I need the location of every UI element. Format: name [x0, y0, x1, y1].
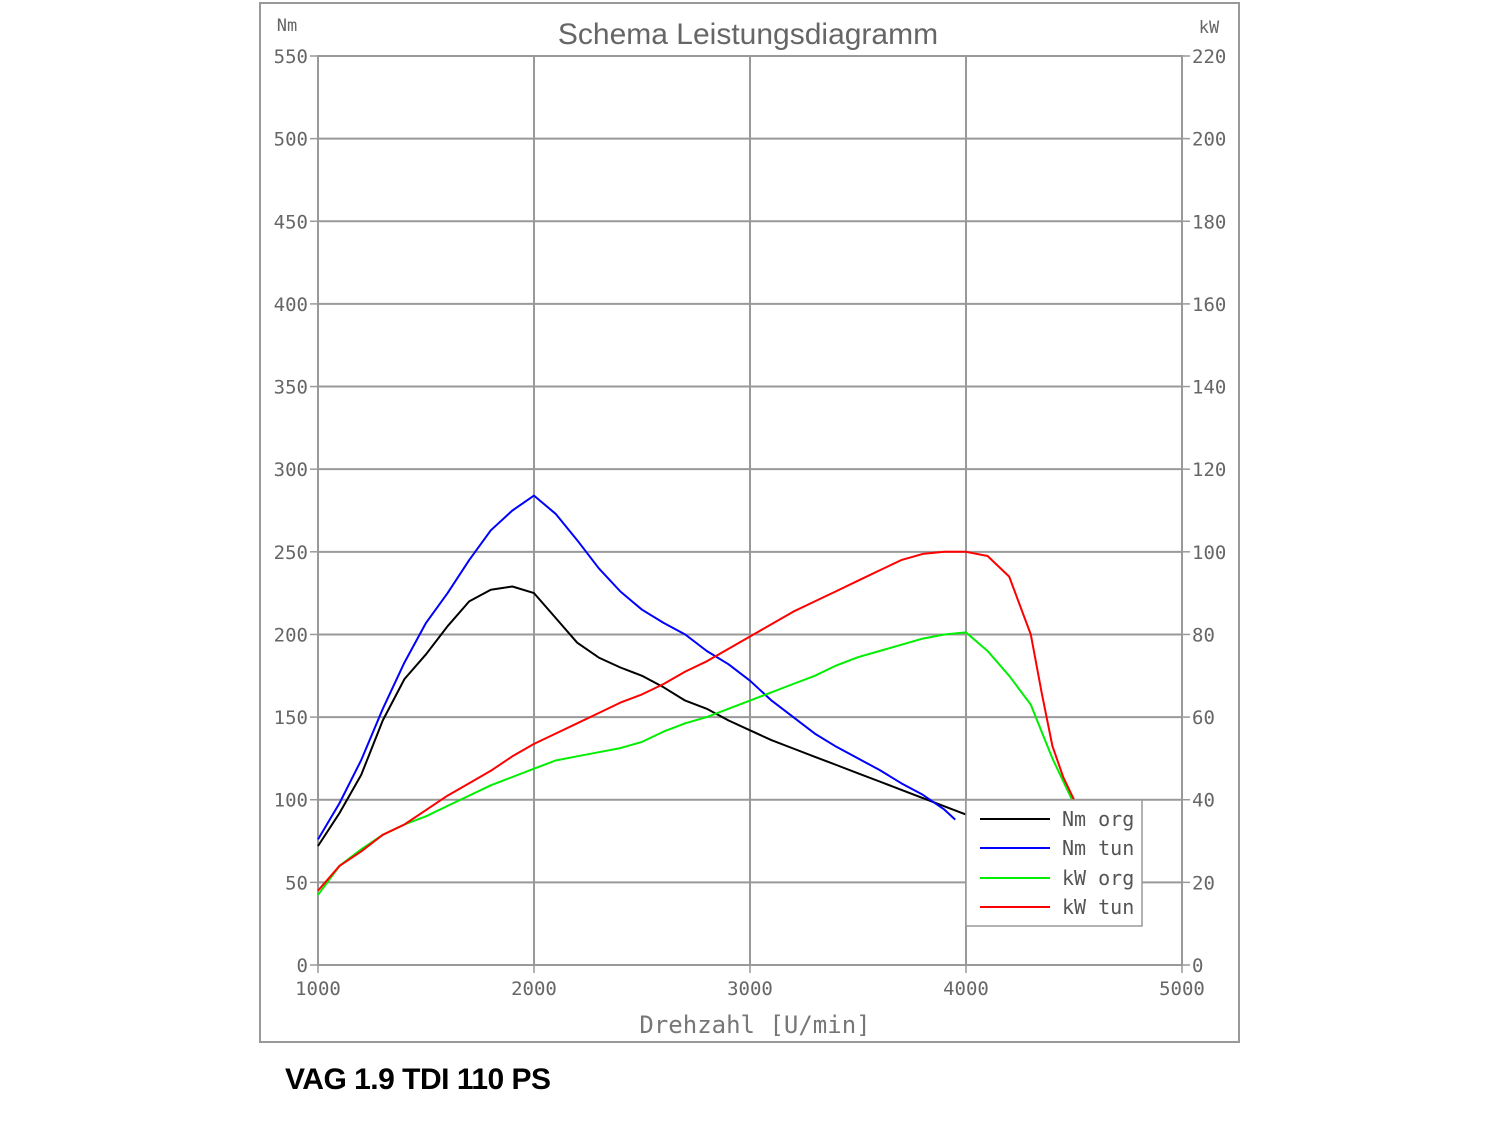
- legend-label-kw-org: kW org: [1062, 866, 1134, 890]
- x-tick-label: 3000: [727, 978, 773, 1000]
- y-left-tick-label: 300: [274, 459, 308, 481]
- y-right-tick-label: 200: [1192, 129, 1226, 151]
- axis-ticks: 0 50 100 150 200 250 300 350 400 450 500 550 0 20 40 60…: [274, 46, 1227, 1000]
- y-right-tick-label: 220: [1192, 46, 1226, 68]
- y-right-tick-label: 20: [1192, 872, 1215, 894]
- x-tick-label: 2000: [511, 978, 557, 1000]
- y-left-tick-label: 200: [274, 624, 308, 646]
- chart: 0 50 100 150 200 250 300 350 400 450 500 550 0 20 40 60…: [259, 2, 1240, 1043]
- y-left-tick-label: 250: [274, 542, 308, 564]
- y-right-tick-label: 100: [1192, 542, 1226, 564]
- legend: Nm org Nm tun kW org kW tun: [965, 799, 1143, 927]
- y-left-tick-label: 150: [274, 707, 308, 729]
- series-line-kw-org: [317, 631, 1075, 896]
- y-left-tick-label: 350: [274, 377, 308, 399]
- y-right-tick-label: 160: [1192, 294, 1226, 316]
- y-right-tick-label: 80: [1192, 624, 1215, 646]
- y-right-tick-label: 40: [1192, 790, 1215, 812]
- y-right-tick-label: 60: [1192, 707, 1215, 729]
- y-left-tick-label: 50: [285, 872, 308, 894]
- x-tick-label: 1000: [295, 978, 341, 1000]
- y-left-tick-label: 550: [274, 46, 308, 68]
- y-right-tick-label: 0: [1192, 955, 1203, 977]
- chart-title: Schema Leistungsdiagramm: [558, 18, 938, 51]
- y-left-tick-label: 400: [274, 294, 308, 316]
- y-right-tick-label: 120: [1192, 459, 1226, 481]
- grid: [318, 56, 1182, 965]
- engine-caption: VAG 1.9 TDI 110 PS: [285, 1063, 551, 1096]
- y-left-tick-label: 450: [274, 211, 308, 233]
- left-axis-unit: Nm: [277, 16, 297, 36]
- x-axis-label: Drehzahl [U/min]: [639, 1011, 870, 1039]
- y-left-tick-label: 0: [297, 955, 308, 977]
- x-tick-label: 5000: [1159, 978, 1205, 1000]
- legend-label-nm-org: Nm org: [1062, 807, 1134, 831]
- series-lines: [317, 494, 1075, 896]
- y-left-tick-label: 500: [274, 129, 308, 151]
- x-tick-label: 4000: [943, 978, 989, 1000]
- series-line-kw-tun: [317, 550, 1075, 892]
- right-axis-unit: kW: [1199, 18, 1220, 38]
- legend-box: [965, 799, 1143, 927]
- y-right-tick-label: 140: [1192, 377, 1226, 399]
- y-left-tick-label: 100: [274, 790, 308, 812]
- series-line-nm-org: [317, 585, 967, 847]
- legend-label-nm-tun: Nm tun: [1062, 836, 1134, 860]
- series-line-nm-tun: [317, 494, 956, 840]
- y-right-tick-label: 180: [1192, 211, 1226, 233]
- legend-label-kw-tun: kW tun: [1062, 895, 1134, 919]
